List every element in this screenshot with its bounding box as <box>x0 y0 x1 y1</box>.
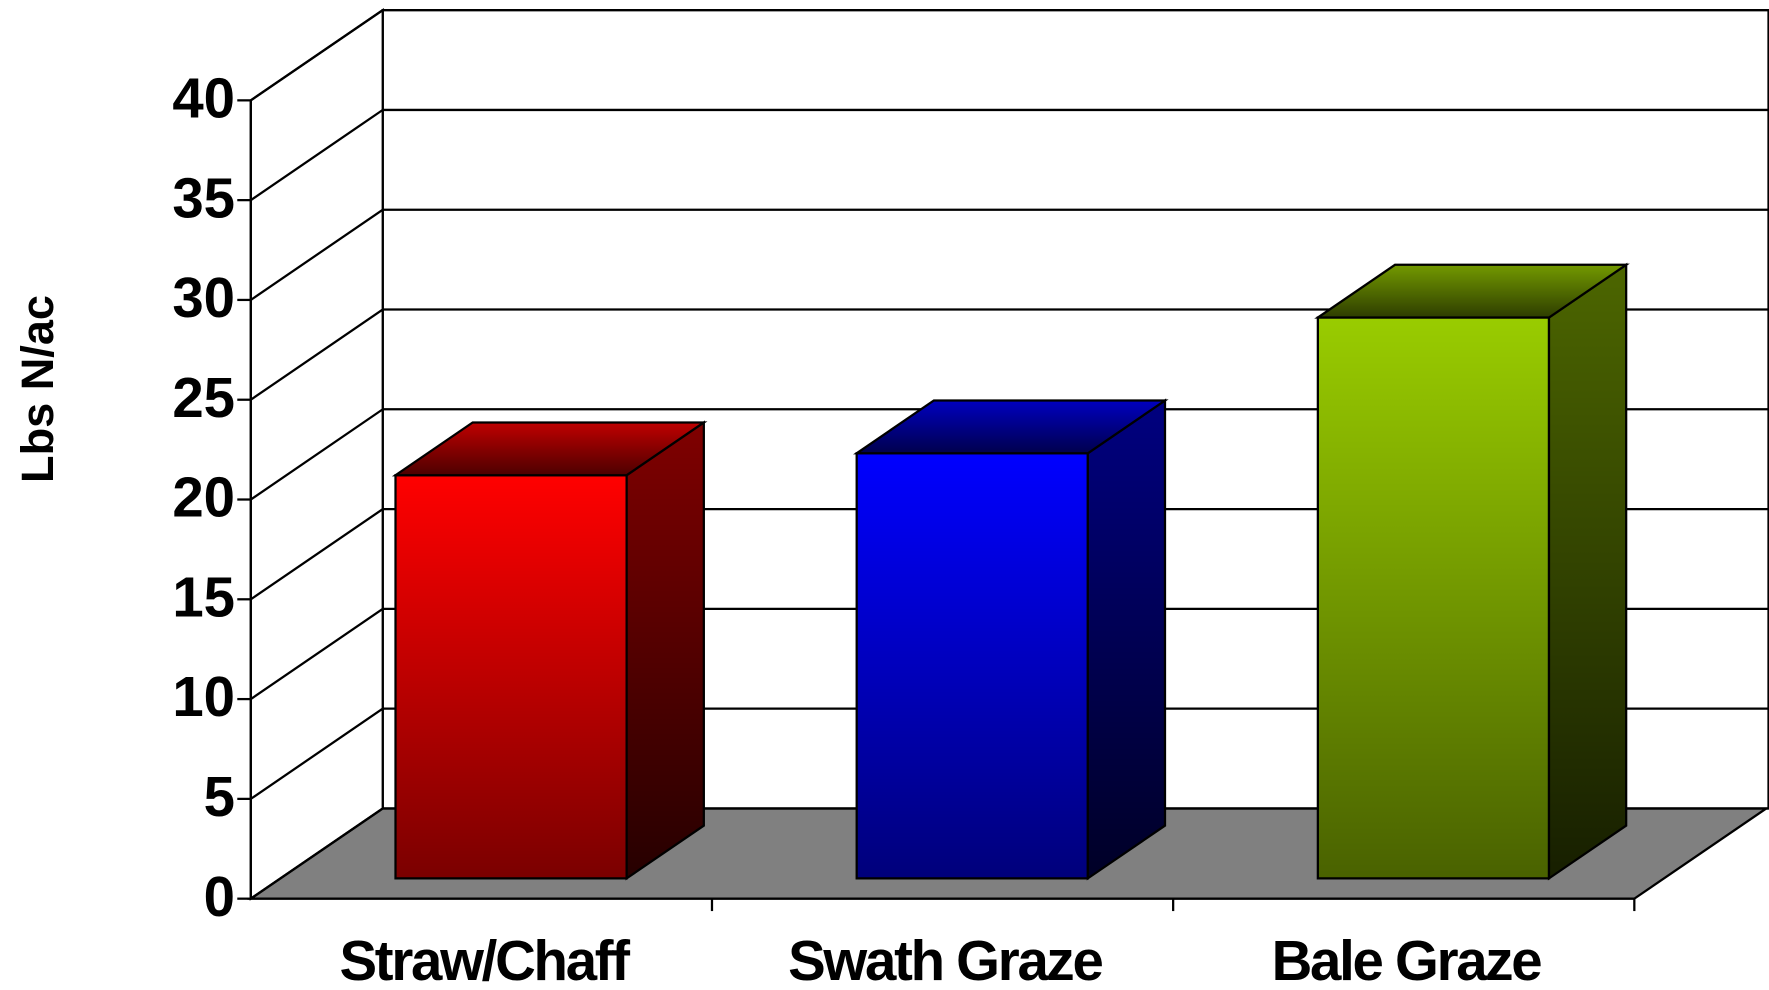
bar-side-shade <box>1547 262 1628 881</box>
bar-side-shade <box>1086 398 1167 881</box>
bar-top-shade <box>1314 263 1630 319</box>
grid-line <box>250 108 1769 202</box>
bar-side-shade <box>625 420 705 881</box>
x-tick-label: Swath Graze <box>788 929 1102 990</box>
grid-line <box>250 807 1769 900</box>
grid-line <box>250 507 1769 601</box>
bar <box>1314 262 1630 881</box>
bar <box>853 398 1169 881</box>
grid-line <box>250 408 1769 501</box>
x-tick-label: Bale Graze <box>1272 929 1542 990</box>
y-tick-label: 25 <box>172 366 235 429</box>
y-tick-label: 15 <box>172 565 235 628</box>
y-tick-label: 20 <box>172 466 235 529</box>
bar-top-shade <box>391 421 708 477</box>
bar-top-shade <box>853 399 1169 455</box>
bar <box>391 420 708 881</box>
grid-line <box>250 308 1769 401</box>
bar-front-shade <box>1316 316 1551 880</box>
y-tick-label: 10 <box>172 665 235 728</box>
y-axis-label: Lbs N/ac <box>12 295 63 483</box>
grid-line <box>250 9 1769 102</box>
bar-front-shade <box>855 452 1089 880</box>
y-tick-label: 5 <box>204 765 235 828</box>
y-tick-label: 30 <box>172 266 235 329</box>
y-tick-label: 35 <box>172 166 235 229</box>
grid-line <box>250 707 1769 800</box>
y-tick-label: 40 <box>172 66 235 129</box>
grid-line <box>250 607 1769 701</box>
grid-line <box>250 208 1769 301</box>
x-tick-label: Straw/Chaff <box>339 929 630 990</box>
y-tick-label: 0 <box>204 865 235 928</box>
bar-front-shade <box>394 474 628 880</box>
